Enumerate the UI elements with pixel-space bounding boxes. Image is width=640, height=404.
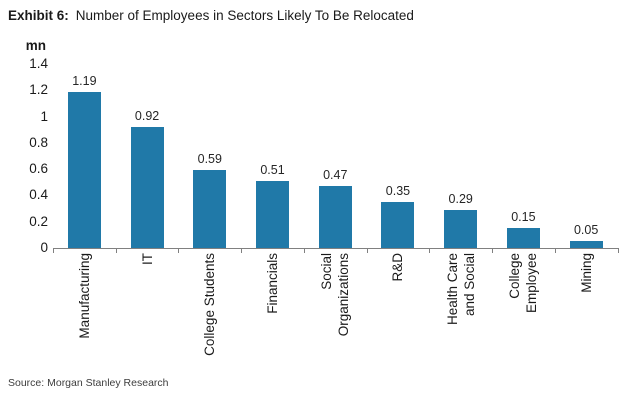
x-axis-label: Mining — [578, 253, 594, 293]
chart-title-prefix: Exhibit 6: — [8, 8, 69, 23]
bar-health-care-and-social — [444, 209, 478, 248]
x-axis-label: Health Care and Social — [444, 253, 477, 326]
bar-r-d — [381, 202, 415, 248]
x-axis-tick-mark — [429, 248, 431, 253]
y-tick-label: 1 — [40, 108, 48, 124]
bar-college-students — [193, 170, 227, 248]
x-axis-tick-mark — [241, 248, 243, 253]
y-tick-label: 1.2 — [29, 82, 48, 98]
x-axis-label: Financials — [265, 253, 281, 314]
x-axis-tick-mark — [178, 248, 180, 253]
chart-title: Exhibit 6: Number of Employees in Sectors… — [8, 8, 414, 23]
bar-value-label: 0.15 — [511, 210, 536, 225]
x-axis-label: IT — [139, 253, 155, 265]
x-axis-tick-mark — [492, 248, 494, 253]
y-axis-unit-label: mn — [25, 38, 46, 53]
y-tick-label: 0.8 — [29, 134, 48, 150]
chart-title-text: Number of Employees in Sectors Likely To… — [75, 8, 414, 23]
bar-value-label: 0.51 — [260, 162, 285, 177]
x-axis-line — [53, 248, 618, 249]
x-axis-label: Social Organizations — [319, 253, 352, 337]
bar-mining — [569, 241, 603, 248]
x-axis-tick-mark — [554, 248, 556, 253]
y-tick-label: 1.4 — [29, 56, 48, 71]
bar-value-label: 0.92 — [134, 109, 160, 124]
x-axis-label: Manufacturing — [76, 253, 92, 339]
bar-financials — [256, 180, 290, 248]
bar-value-label: 1.19 — [72, 73, 97, 88]
x-axis-tick-mark — [617, 248, 619, 253]
x-axis-tick-mark — [303, 248, 305, 253]
bar-value-label: 0.47 — [323, 168, 348, 183]
x-axis-tick-mark — [366, 248, 368, 253]
bar-value-label: 0.35 — [385, 184, 411, 198]
bar-social-organizations — [318, 186, 352, 248]
y-tick-label: 0.6 — [29, 161, 48, 177]
x-axis-tick-mark — [115, 248, 117, 253]
y-tick-label: 0.4 — [29, 187, 48, 203]
bar-value-label: 0.29 — [448, 191, 473, 206]
y-tick-label: 0 — [40, 240, 48, 255]
x-axis-label: R&D — [390, 253, 406, 282]
x-axis-tick-mark — [53, 248, 54, 253]
x-axis-label: College Employee — [507, 253, 540, 314]
bar-value-label: 0.59 — [197, 152, 222, 167]
y-tick-label: 0.2 — [29, 213, 48, 229]
bar-college-employee — [506, 228, 540, 248]
x-axis-label: College Students — [202, 253, 218, 356]
bar-manufacturing — [67, 91, 101, 248]
source-text: Source: Morgan Stanley Research — [8, 377, 169, 389]
bar-it — [130, 127, 164, 248]
bar-value-label: 0.05 — [573, 223, 599, 238]
